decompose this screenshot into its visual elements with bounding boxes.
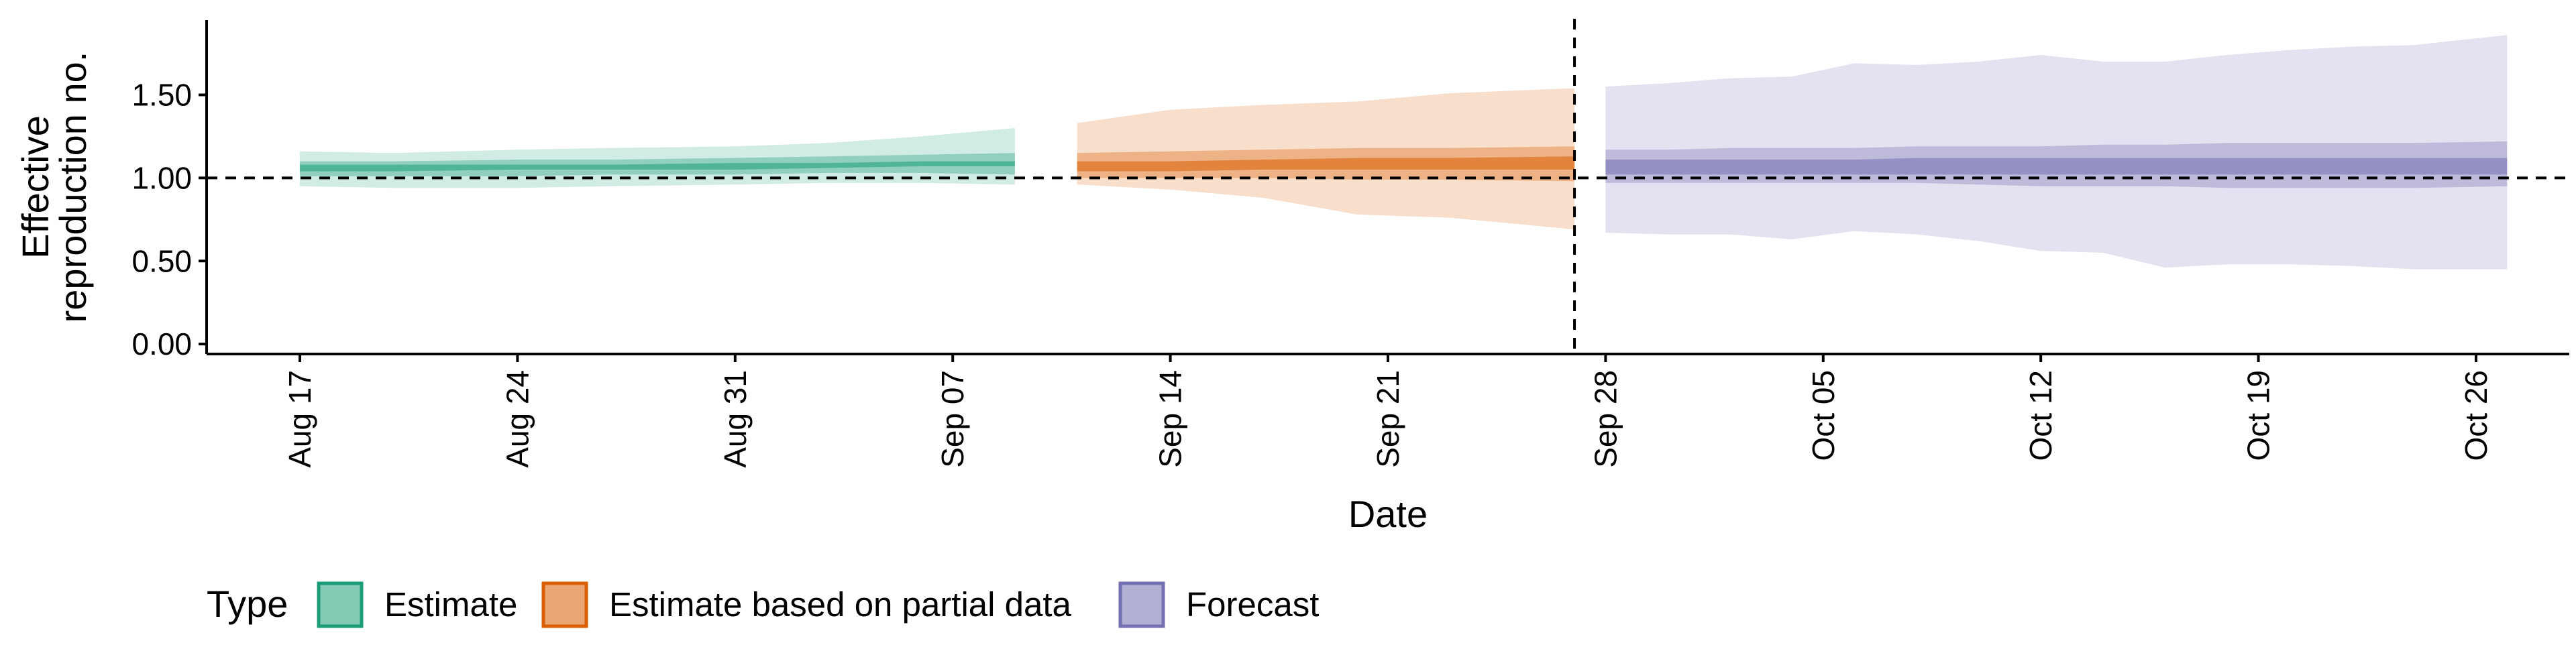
legend-label-estimate-based-on-partial-data: Estimate based on partial data — [609, 585, 1072, 624]
x-tick-label: Oct 19 — [2241, 370, 2276, 461]
band-forecast-3 — [1605, 158, 2508, 175]
y-axis-title-line: Effective — [14, 115, 56, 259]
x-tick-label: Sep 21 — [1371, 370, 1405, 468]
band-estimate-1 — [300, 128, 1015, 188]
y-axis-title: Effectivereproduction no. — [14, 52, 94, 323]
legend: Type Estimate Estimate based on partial da… — [207, 581, 1319, 628]
x-tick-label: Aug 24 — [500, 370, 535, 468]
legend-swatch-estimate — [317, 581, 364, 628]
band-forecast-1 — [1605, 35, 2508, 270]
x-tick-label: Oct 26 — [2459, 370, 2493, 461]
y-tick-label: 0.00 — [131, 327, 192, 361]
legend-swatch-estimate-based-on-partial-data — [541, 581, 588, 628]
legend-title: Type — [207, 583, 288, 625]
series-forecast — [1605, 35, 2508, 270]
y-tick-label: 1.00 — [131, 160, 192, 195]
bands-layer — [300, 35, 2508, 270]
x-tick-label: Oct 05 — [1806, 370, 1841, 461]
band-estimate-based-on-partial-data-3 — [1077, 156, 1575, 172]
legend-swatch-forecast — [1118, 581, 1165, 628]
y-tick-label: 0.50 — [131, 243, 192, 278]
x-tick-label: Sep 07 — [935, 370, 970, 468]
legend-label-forecast: Forecast — [1186, 585, 1319, 624]
x-tick-label: Aug 31 — [718, 370, 753, 468]
x-tick-label: Oct 12 — [2023, 370, 2058, 461]
y-tick-label: 1.50 — [131, 77, 192, 112]
band-estimate-3 — [300, 161, 1015, 172]
x-axis-title: Date — [1348, 493, 1428, 535]
x-tick-label: Aug 17 — [282, 370, 317, 468]
series-estimate-based-on-partial-data — [1077, 88, 1575, 230]
x-tick-label: Sep 28 — [1588, 370, 1623, 468]
y-axis-title-line: reproduction no. — [52, 52, 94, 323]
series-estimate — [300, 128, 1015, 188]
legend-label-estimate: Estimate — [384, 585, 517, 624]
x-tick-label: Sep 14 — [1153, 370, 1188, 468]
axes-layer: 0.00 0.50 1.00 1.50 Aug 17 Aug 24 Aug 31 Sep 07… — [14, 20, 2569, 535]
